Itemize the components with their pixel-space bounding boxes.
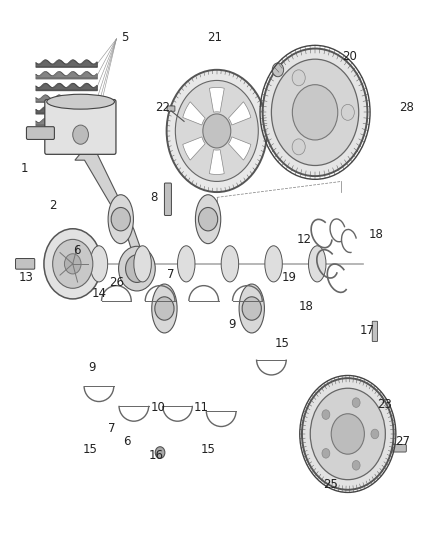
Text: 14: 14 [92,287,106,300]
Text: 18: 18 [299,300,314,313]
Text: 5: 5 [121,31,129,44]
Circle shape [302,378,394,490]
Text: 28: 28 [399,101,414,114]
Circle shape [64,254,81,274]
Circle shape [175,80,258,181]
Text: 19: 19 [281,271,297,284]
Text: 2: 2 [49,199,57,212]
Ellipse shape [308,246,326,282]
FancyBboxPatch shape [372,321,378,342]
Circle shape [166,70,267,192]
Text: 25: 25 [323,478,338,491]
Wedge shape [209,87,224,112]
Ellipse shape [47,94,114,109]
Circle shape [371,429,379,439]
Text: 9: 9 [88,361,96,374]
Circle shape [272,59,359,165]
Text: 13: 13 [18,271,33,284]
Text: 15: 15 [83,443,98,456]
Text: 26: 26 [109,276,124,289]
Text: 15: 15 [275,337,290,350]
Circle shape [292,139,305,155]
Text: 8: 8 [150,191,157,204]
Wedge shape [229,137,251,160]
Circle shape [341,104,354,120]
Text: 15: 15 [201,443,215,456]
Circle shape [111,207,131,231]
Circle shape [155,297,174,320]
Circle shape [198,207,218,231]
Text: 11: 11 [194,401,209,414]
FancyBboxPatch shape [26,127,54,140]
Wedge shape [229,102,251,125]
Circle shape [263,49,367,176]
Ellipse shape [195,195,221,244]
Circle shape [331,414,364,454]
Text: 17: 17 [360,324,375,337]
Circle shape [322,410,330,419]
Text: 23: 23 [378,398,392,411]
Text: 9: 9 [228,319,236,332]
Ellipse shape [108,195,134,244]
Circle shape [126,255,148,282]
Circle shape [322,449,330,458]
Circle shape [53,239,93,288]
Text: 6: 6 [124,435,131,448]
Circle shape [292,85,338,140]
FancyBboxPatch shape [45,100,116,155]
Text: 7: 7 [108,422,116,435]
Circle shape [203,114,231,148]
Text: 12: 12 [297,233,312,246]
Polygon shape [75,149,147,272]
Text: 10: 10 [150,401,165,414]
FancyBboxPatch shape [15,259,35,269]
Text: 22: 22 [155,101,170,114]
Circle shape [272,63,284,77]
Text: 6: 6 [73,244,81,257]
Ellipse shape [221,246,239,282]
Wedge shape [183,102,205,125]
FancyBboxPatch shape [167,106,175,111]
Text: 27: 27 [395,435,410,448]
Circle shape [73,125,88,144]
Circle shape [310,388,385,480]
Text: 1: 1 [21,161,28,175]
Circle shape [119,246,155,291]
Text: 16: 16 [148,449,163,462]
Ellipse shape [134,246,151,282]
Wedge shape [183,137,205,160]
Text: 7: 7 [167,268,175,281]
Circle shape [242,297,261,320]
Text: 21: 21 [207,31,222,44]
Ellipse shape [239,284,265,333]
Ellipse shape [152,284,177,333]
Circle shape [292,70,305,86]
FancyBboxPatch shape [164,183,171,215]
Text: 20: 20 [343,50,357,63]
Text: 18: 18 [369,228,384,241]
Circle shape [44,229,102,299]
FancyBboxPatch shape [393,445,406,452]
Circle shape [155,447,165,458]
Ellipse shape [265,246,283,282]
Wedge shape [209,150,224,174]
Ellipse shape [177,246,195,282]
Circle shape [352,398,360,407]
Circle shape [352,461,360,470]
Ellipse shape [90,246,108,282]
